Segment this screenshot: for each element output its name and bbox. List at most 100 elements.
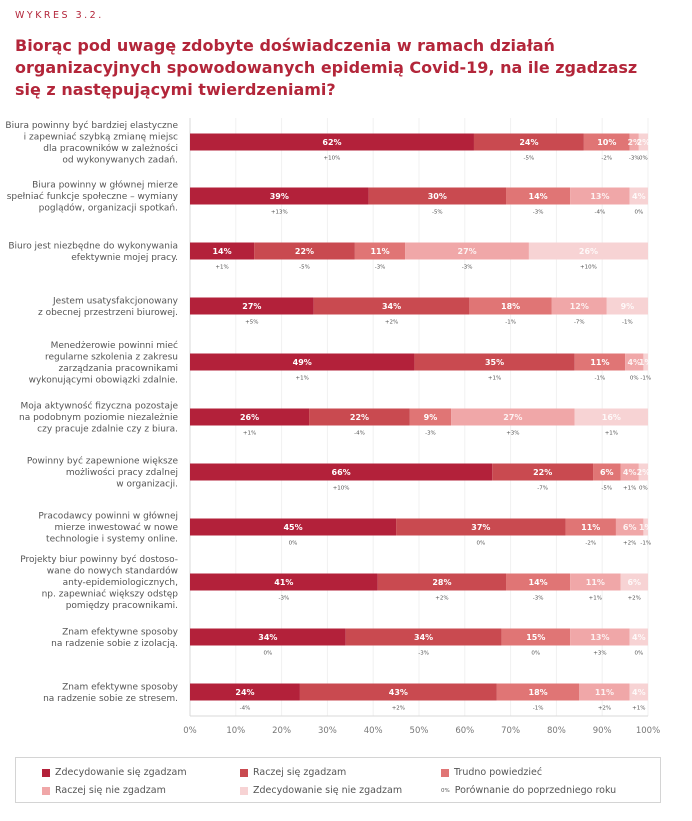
x-tick-label: 20% [272,726,291,736]
segment-value-label: 14% [529,192,548,201]
comparison-label: -5% [601,486,612,492]
segment-value-label: 16% [602,413,621,422]
category-label: Znam efektywne sposoby na radzenie sobie … [43,682,179,704]
category-label-line: Moja aktywność fizyczna pozostaje [21,401,179,412]
category-label-line: Pracodawcy powinni w głównej [38,511,178,522]
bar-segment [620,573,648,591]
bar-segment [574,408,648,426]
bar-segment [414,353,575,371]
x-tick-label: 50% [410,726,429,736]
bar-segment [606,297,648,315]
category-label-line: w organizacji. [116,480,178,490]
segment-value-label: 27% [242,302,261,311]
comparison-label: +2% [435,596,448,602]
comparison-label: +3% [506,431,519,437]
category-label-line: wane do nowych standardów [47,566,178,577]
category-label: Jestem usatysfakcjonowany z obecnej przes… [38,296,179,318]
bar-segment [313,297,470,315]
legend-item-disagree: Raczej się nie zgadzam [42,785,166,796]
comparison-label: +1% [243,431,256,437]
bar-row: 24% -4% 43% +2% 18% -1% 11% +2% 4% +1% [190,683,648,712]
bar-segment [451,408,575,426]
comparison-label: +1% [296,376,309,382]
bar-segment [620,463,639,481]
bar-segment [354,242,406,260]
bar-segment [506,573,571,591]
bar-segment [583,133,630,151]
segment-value-label: 11% [370,247,389,256]
segment-value-label: 22% [533,468,552,477]
x-tick-label: 90% [593,726,612,736]
segment-value-label: 22% [295,247,314,256]
segment-value-label: 26% [240,413,259,422]
bar-segment [574,353,626,371]
segment-value-label: 4% [632,633,646,642]
segment-value-label: 13% [590,633,609,642]
category-label: Biuro jest niezbędne do wykonywania efekt… [8,241,178,263]
segment-value-label: 12% [570,302,589,311]
category-label-line: na radzenie sobie ze stresem. [43,694,178,704]
segment-value-label: 6% [623,523,637,532]
bar-row: 39% +13% 30% -5% 14% -3% 13% -4% 4% 0% [190,187,648,216]
category-label-line: Powinny być zapewnione większe [27,456,179,467]
bar-segment [629,628,648,646]
legend-label: Raczej się zgadzam [253,767,347,778]
bar-segment [528,242,648,260]
legend-item-hard-to-say: Trudno powiedzieć [441,767,542,778]
legend: Zdecydowanie się zgadzam Raczej się zgad… [15,757,661,803]
comparison-label: -7% [574,320,585,326]
category-label: Pracodawcy powinni w głównej mierze inwes… [38,511,178,545]
legend-swatch [441,768,449,777]
segment-value-label: 4% [623,468,637,477]
segment-value-label: 11% [581,523,600,532]
legend-label: Trudno powiedzieć [454,767,543,778]
comparison-label: -2% [601,156,612,162]
segment-value-label: 43% [389,688,408,697]
comparison-label: -1% [622,320,633,326]
bar-segment [190,683,300,701]
bar-segment [469,297,552,315]
bar-segment [345,628,502,646]
category-label: Moja aktywność fizyczna pozostaje na podo… [19,401,178,435]
comparison-label: 0% [531,651,540,657]
comparison-label: +2% [392,706,405,712]
category-label-line: od wykonywanych zadań. [62,155,178,165]
comparison-label: +5% [245,320,258,326]
segment-value-label: 30% [428,192,447,201]
bar-segment [565,518,616,536]
bar-row: 14% +1% 22% -5% 11% -3% 27% -3% 26% +10% [190,242,648,271]
bar-segment [396,518,566,536]
comparison-label: +13% [271,210,288,216]
bar-row: 62% +10% 24% -5% 10% -2% 2% -3% 2% 0% [190,133,650,162]
chart-title: Biorąc pod uwagę zdobyte doświadczenia w… [15,36,638,99]
bar-row: 66% +10% 22% -7% 6% -5% 4% +1% 2% 0% [190,463,650,492]
category-label-line: technologie i systemy online. [46,535,178,545]
comparison-label: -1% [505,320,516,326]
category-label-line: Biura powinny być bardziej elastyczne [5,120,178,131]
category-label: Powinny być zapewnione większe możliwości… [27,456,179,490]
comparison-label: -5% [299,265,310,271]
comparison-label: -3% [629,156,640,162]
segment-value-label: 18% [529,688,548,697]
category-label-line: spełniać funkcje społeczne – wymiany [7,191,179,202]
category-label-line: czy pracuje zdalnie czy z biura. [37,425,178,435]
category-label-line: Menedżerowie powinni mieć [51,340,178,351]
segment-value-label: 27% [458,247,477,256]
bar-segment [570,573,621,591]
comparison-label: -1% [595,376,606,382]
segment-value-label: 15% [526,633,545,642]
bar-segment [190,463,493,481]
bar-segment [190,353,415,371]
bar-segment [506,187,571,205]
category-label-line: Projekty biur powinny być dostoso- [20,554,178,565]
segment-value-label: 62% [322,138,341,147]
comparison-label: -1% [533,706,544,712]
category-label-line: anty-epidemiologicznych, [63,578,178,588]
comparison-label: +1% [215,265,228,271]
comparison-label: 0% [639,156,648,162]
comparison-label: +10% [324,156,341,162]
bar-segment [190,408,310,426]
category-label-line: Biura powinny w głównej mierze [32,180,178,191]
category-label-line: wykonującymi obowiązki zdalnie. [29,375,178,385]
bar-segment [501,628,571,646]
